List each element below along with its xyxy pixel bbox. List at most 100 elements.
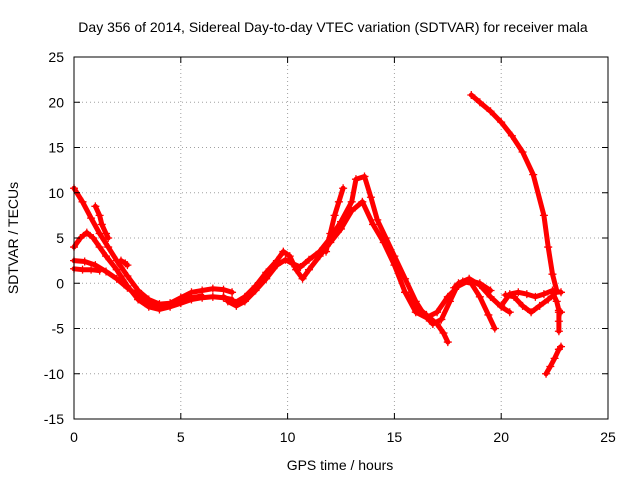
data-point — [285, 252, 294, 261]
data-point — [366, 193, 375, 202]
data-point — [334, 197, 343, 206]
data-point — [91, 202, 100, 211]
data-point — [351, 175, 360, 184]
series-arc-h — [223, 172, 514, 328]
series-arc-k — [450, 277, 499, 333]
series-arc-p — [542, 342, 566, 378]
data-point — [439, 329, 448, 338]
data-point — [360, 172, 369, 181]
data-point — [522, 290, 531, 299]
data-point — [281, 255, 290, 264]
data-point — [529, 170, 538, 179]
data-point — [514, 288, 523, 297]
data-point — [554, 317, 563, 326]
data-point — [112, 265, 121, 274]
data-point — [187, 293, 196, 302]
data-point — [123, 261, 132, 270]
data-point — [518, 148, 527, 157]
data-point — [467, 91, 476, 100]
data-point — [490, 324, 499, 333]
data-point — [95, 211, 104, 220]
data-point — [486, 292, 495, 301]
data-point — [112, 274, 121, 283]
data-point — [443, 338, 452, 347]
series-arc-q — [554, 308, 563, 336]
data-point — [539, 290, 548, 299]
data-point — [554, 308, 563, 317]
data-point — [510, 292, 519, 301]
data-point — [518, 301, 527, 310]
data-point — [228, 288, 237, 297]
data-point — [304, 265, 313, 274]
data-point — [95, 266, 104, 275]
series-arc-g — [219, 197, 495, 322]
series-band — [221, 199, 493, 321]
data-point — [198, 291, 207, 300]
data-point — [450, 283, 459, 292]
data-point — [87, 265, 96, 274]
data-point — [501, 291, 510, 300]
data-point — [102, 267, 111, 276]
data-point — [557, 342, 566, 351]
data-point — [475, 98, 484, 107]
data-point — [219, 292, 228, 301]
data-point — [358, 197, 367, 206]
data-point — [486, 107, 495, 116]
data-point — [176, 297, 185, 306]
y-tick-label: 5 — [56, 230, 64, 246]
data-point — [557, 288, 566, 297]
data-point — [208, 292, 217, 301]
data-point — [116, 256, 125, 265]
series-arc-i — [322, 184, 348, 256]
data-point — [330, 211, 339, 220]
data-point — [104, 243, 113, 252]
data-point — [539, 211, 548, 220]
data-point — [401, 288, 410, 297]
data-point — [123, 272, 132, 281]
data-point — [550, 354, 559, 363]
data-point — [401, 274, 410, 283]
data-point — [272, 261, 281, 270]
data-point — [78, 265, 87, 274]
data-point — [95, 243, 104, 252]
data-point — [544, 243, 553, 252]
series-arc-c — [70, 256, 207, 311]
data-point — [458, 277, 467, 286]
data-point — [279, 247, 288, 256]
data-point — [475, 292, 484, 301]
data-point — [78, 197, 87, 206]
data-point — [433, 308, 442, 317]
x-axis-label: GPS time / hours — [287, 457, 394, 473]
y-tick-label: 20 — [48, 94, 64, 110]
data-point — [219, 285, 228, 294]
data-point — [422, 310, 431, 319]
data-point — [433, 319, 442, 328]
data-point — [497, 301, 506, 310]
data-point — [102, 252, 111, 261]
data-point — [240, 297, 249, 306]
data-point — [527, 308, 536, 317]
data-point — [298, 274, 307, 283]
series-arc-f — [116, 256, 132, 270]
data-point — [87, 214, 96, 223]
data-point — [102, 229, 111, 238]
data-point — [507, 131, 516, 140]
y-tick-label: 10 — [48, 185, 64, 201]
data-point — [381, 234, 390, 242]
gridlines — [74, 57, 608, 419]
series-band — [71, 266, 103, 274]
y-tick-label: 15 — [48, 140, 64, 156]
x-tick-label: 15 — [387, 429, 403, 445]
data-point — [97, 220, 106, 229]
series-band — [451, 278, 498, 331]
data-point — [144, 299, 153, 308]
y-tick-label: -5 — [52, 321, 65, 337]
data-point — [369, 220, 378, 229]
data-point — [373, 215, 382, 224]
data-point — [262, 274, 271, 283]
data-point — [437, 315, 446, 324]
data-point — [223, 297, 232, 306]
data-point — [104, 234, 113, 242]
chart-title: Day 356 of 2014, Sidereal Day-to-day VTE… — [78, 19, 588, 35]
data-point — [251, 286, 260, 295]
